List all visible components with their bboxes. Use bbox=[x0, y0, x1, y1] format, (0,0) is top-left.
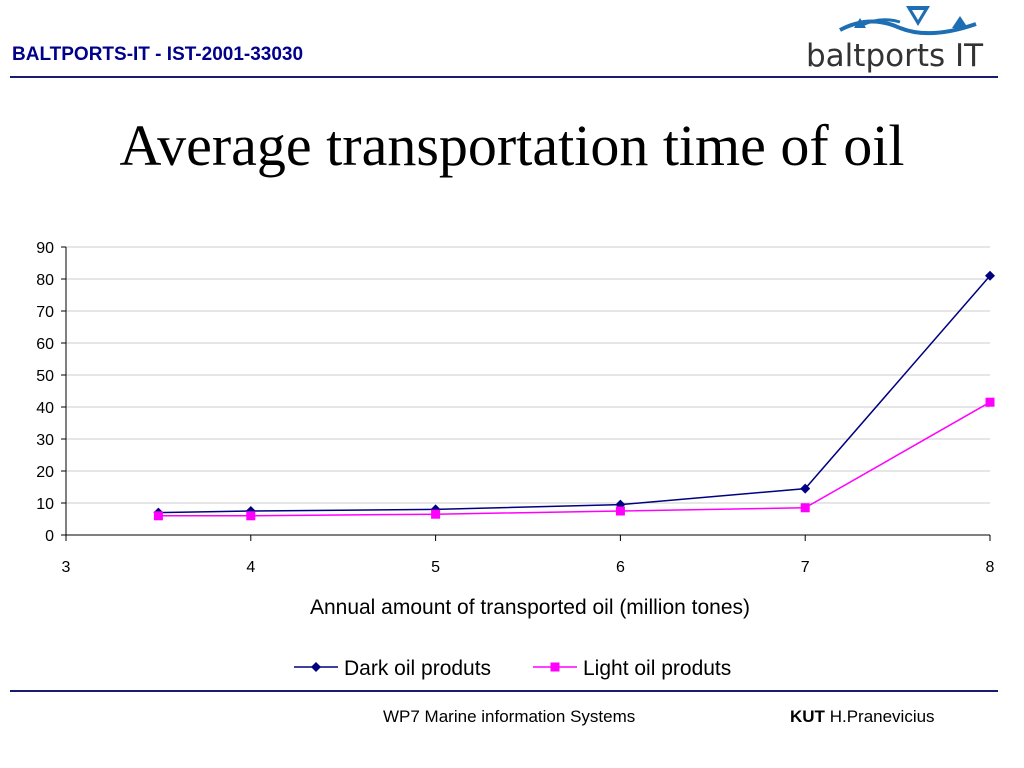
project-title: BALTPORTS-IT - IST-2001-33030 bbox=[12, 44, 304, 65]
y-tick-label: 10 bbox=[36, 496, 54, 513]
x-tick-label: 5 bbox=[431, 559, 440, 576]
header-divider bbox=[10, 76, 998, 78]
legend-label: Dark oil produts bbox=[344, 657, 491, 680]
logo-graphic-icon bbox=[839, 6, 977, 36]
data-point bbox=[800, 483, 811, 494]
footer-author-name: H.Pranevicius bbox=[829, 707, 935, 726]
x-tick-label: 8 bbox=[986, 559, 995, 576]
data-point bbox=[431, 509, 441, 519]
data-point bbox=[985, 397, 995, 407]
x-axis-label: Annual amount of transported oil (millio… bbox=[310, 596, 750, 619]
data-point bbox=[550, 662, 560, 672]
logo-text: baltports IT bbox=[806, 38, 984, 74]
data-point bbox=[246, 511, 256, 521]
x-tick-label: 4 bbox=[246, 559, 255, 576]
series-line bbox=[158, 401, 991, 517]
y-tick-label: 20 bbox=[36, 464, 54, 481]
baltports-logo: baltports IT bbox=[800, 4, 990, 76]
data-point bbox=[153, 511, 163, 521]
footer-org: KUT bbox=[790, 707, 825, 726]
data-point bbox=[311, 662, 321, 672]
data-point bbox=[985, 270, 995, 281]
y-tick-label: 30 bbox=[36, 432, 54, 449]
footer-divider bbox=[10, 690, 998, 692]
footer-section-label: WP7 Marine information Systems bbox=[383, 707, 636, 726]
y-tick-label: 80 bbox=[36, 272, 54, 289]
data-point bbox=[430, 504, 441, 515]
y-tick-label: 50 bbox=[36, 368, 54, 385]
data-point bbox=[615, 506, 625, 516]
series-line bbox=[158, 275, 991, 514]
x-tick-label: 7 bbox=[801, 559, 810, 576]
footer-author: KUT H.Pranevicius bbox=[790, 707, 935, 727]
data-point bbox=[800, 503, 810, 513]
y-tick-label: 40 bbox=[36, 400, 54, 417]
y-tick-label: 90 bbox=[36, 240, 54, 257]
y-tick-label: 60 bbox=[36, 336, 54, 353]
y-tick-label: 70 bbox=[36, 304, 54, 321]
x-tick-label: 6 bbox=[616, 559, 625, 576]
legend-label: Light oil produts bbox=[583, 657, 731, 680]
line-chart: 0 10 20 30 40 50 60 70 80 90 3 4 5 6 7 8 Annual amount o… bbox=[36, 240, 995, 680]
slide-title: Average transportation time of oil bbox=[119, 113, 905, 178]
y-tick-label: 0 bbox=[45, 528, 54, 545]
x-tick-label: 3 bbox=[62, 559, 71, 576]
